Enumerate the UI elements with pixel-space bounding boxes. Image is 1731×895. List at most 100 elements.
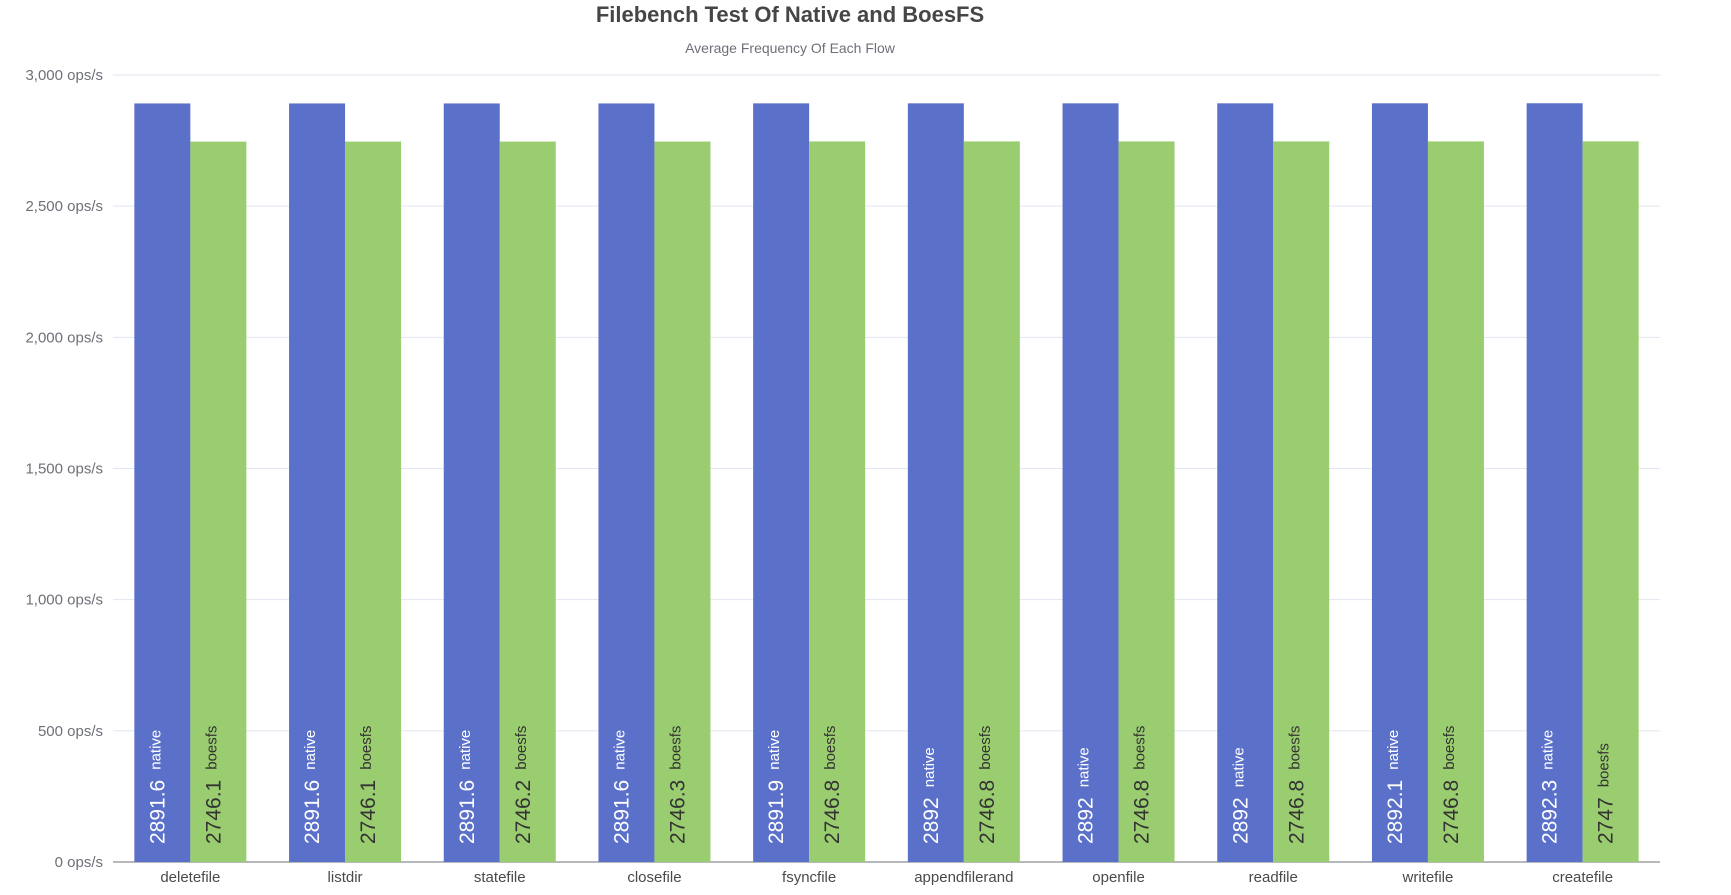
y-tick-label: 3,000 ops/s [25, 67, 103, 84]
bar-value: 2746.8 [821, 780, 844, 844]
bar-native-fsyncfile[interactable] [753, 103, 810, 863]
bar-value: 2746.8 [1440, 780, 1463, 844]
bar-label-boesfs-readfile: 2746.8 boesfs [1285, 726, 1308, 844]
bar-native-deletefile[interactable] [134, 103, 191, 862]
bar-label-boesfs-statefile: 2746.2 boesfs [512, 726, 535, 844]
bar-boesfs-openfile[interactable] [1118, 141, 1175, 863]
x-tick-label: writefile [1402, 869, 1454, 886]
bar-label-native-openfile: 2892 native [1075, 747, 1098, 844]
bar-series-name: native [1540, 730, 1557, 770]
bar-series-name: native [921, 747, 938, 787]
x-tick-label: openfile [1092, 869, 1145, 886]
bar-label-native-closefile: 2891.6 native [610, 730, 633, 844]
x-tick-label: closefile [627, 869, 681, 886]
bar-value: 2892.1 [1384, 780, 1407, 844]
bar-native-closefile[interactable] [598, 103, 655, 862]
bar-value: 2746.8 [976, 780, 999, 844]
bar-native-createfile[interactable] [1526, 103, 1583, 863]
bar-boesfs-createfile[interactable] [1582, 141, 1639, 862]
bar-value: 2891.6 [456, 780, 479, 844]
bar-boesfs-fsyncfile[interactable] [809, 141, 866, 863]
bar-label-boesfs-listdir: 2746.1 boesfs [357, 726, 380, 844]
bar-value: 2746.2 [512, 780, 535, 844]
bar-label-native-readfile: 2892 native [1229, 747, 1252, 844]
bar-label-native-writefile: 2892.1 native [1384, 730, 1407, 844]
bar-label-native-statefile: 2891.6 native [456, 730, 479, 844]
bar-value: 2891.6 [610, 780, 633, 844]
bar-label-boesfs-deletefile: 2746.1 boesfs [202, 726, 225, 844]
bar-series-name: native [1230, 747, 1247, 787]
bar-series-name: native [302, 730, 319, 770]
bar-label-native-listdir: 2891.6 native [301, 730, 324, 844]
bar-value: 2891.6 [301, 780, 324, 844]
x-tick-label: statefile [474, 869, 526, 886]
bar-value: 2746.8 [1285, 780, 1308, 844]
bar-value: 2747 [1595, 797, 1618, 844]
bar-series-name: boesfs [822, 726, 839, 770]
bar-series-name: native [766, 730, 783, 770]
bar-native-openfile[interactable] [1062, 103, 1119, 862]
bar-value: 2892 [1229, 797, 1252, 844]
bar-label-native-createfile: 2892.3 native [1539, 730, 1562, 844]
bar-value: 2892 [920, 797, 943, 844]
bar-label-boesfs-openfile: 2746.8 boesfs [1131, 726, 1154, 844]
bar-series-name: boesfs [1596, 743, 1613, 787]
y-tick-label: 1,000 ops/s [25, 592, 103, 609]
bar-labels: 2891.6 native 2746.1 boesfs 2891.6 native 2746… [146, 726, 1617, 844]
y-tick-label: 2,500 ops/s [25, 198, 103, 215]
bar-label-boesfs-closefile: 2746.3 boesfs [666, 726, 689, 844]
bar-value: 2892 [1075, 797, 1098, 844]
chart-subtitle: Average Frequency Of Each Flow [685, 40, 895, 56]
bar-series-name: native [1385, 730, 1402, 770]
bar-series-name: boesfs [667, 726, 684, 770]
bar-value: 2746.1 [357, 780, 380, 844]
bar-series-name: native [457, 730, 474, 770]
bar-series-name: boesfs [1441, 726, 1458, 770]
x-tick-label: appendfilerand [914, 869, 1013, 886]
bar-series-name: native [1076, 747, 1093, 787]
bar-boesfs-closefile[interactable] [654, 141, 711, 863]
bar-native-writefile[interactable] [1371, 103, 1428, 862]
bar-boesfs-writefile[interactable] [1427, 141, 1484, 863]
bar-series-name: native [147, 730, 164, 770]
chart-title: Filebench Test Of Native and BoesFS [595, 2, 985, 27]
bar-value: 2891.6 [146, 780, 169, 844]
bar-value: 2746.1 [202, 780, 225, 844]
bar-boesfs-appendfilerand[interactable] [963, 141, 1020, 863]
bar-native-listdir[interactable] [289, 103, 346, 862]
bar-boesfs-readfile[interactable] [1273, 141, 1330, 863]
bar-value: 2891.9 [765, 780, 788, 844]
bar-label-native-appendfilerand: 2892 native [920, 747, 943, 844]
bar-label-boesfs-createfile: 2747 boesfs [1595, 743, 1618, 844]
y-tick-label: 2,000 ops/s [25, 329, 103, 346]
y-axis-ticks: 0 ops/s 500 ops/s 1,000 ops/s 1,500 ops/s 2,… [25, 67, 103, 871]
bar-series-name: boesfs [1286, 726, 1303, 770]
bar-native-appendfilerand[interactable] [907, 103, 964, 862]
bar-native-statefile[interactable] [443, 103, 500, 862]
bar-label-boesfs-writefile: 2746.8 boesfs [1440, 726, 1463, 844]
y-tick-label: 1,500 ops/s [25, 461, 103, 478]
bar-boesfs-deletefile[interactable] [190, 141, 247, 862]
x-tick-label: readfile [1249, 869, 1298, 886]
bar-series-name: boesfs [513, 726, 530, 770]
bar-series-name: boesfs [1132, 726, 1149, 770]
x-tick-label: deletefile [160, 869, 220, 886]
x-tick-label: listdir [328, 869, 363, 886]
bar-series-name: native [611, 730, 628, 770]
bar-label-native-deletefile: 2891.6 native [146, 730, 169, 844]
bar-label-boesfs-fsyncfile: 2746.8 boesfs [821, 726, 844, 844]
bar-value: 2746.8 [1131, 780, 1154, 844]
bar-boesfs-listdir[interactable] [345, 141, 402, 862]
y-tick-label: 0 ops/s [55, 854, 103, 871]
bar-native-readfile[interactable] [1217, 103, 1274, 862]
bar-label-boesfs-appendfilerand: 2746.8 boesfs [976, 726, 999, 844]
y-tick-label: 500 ops/s [38, 723, 103, 740]
x-tick-label: createfile [1552, 869, 1613, 886]
bar-value: 2746.3 [666, 780, 689, 844]
bar-series-name: boesfs [358, 726, 375, 770]
bar-value: 2892.3 [1539, 780, 1562, 844]
bars [134, 103, 1639, 863]
bar-boesfs-statefile[interactable] [499, 141, 556, 862]
x-axis-ticks: deletefile listdir statefile closefile fsync… [160, 869, 1613, 886]
